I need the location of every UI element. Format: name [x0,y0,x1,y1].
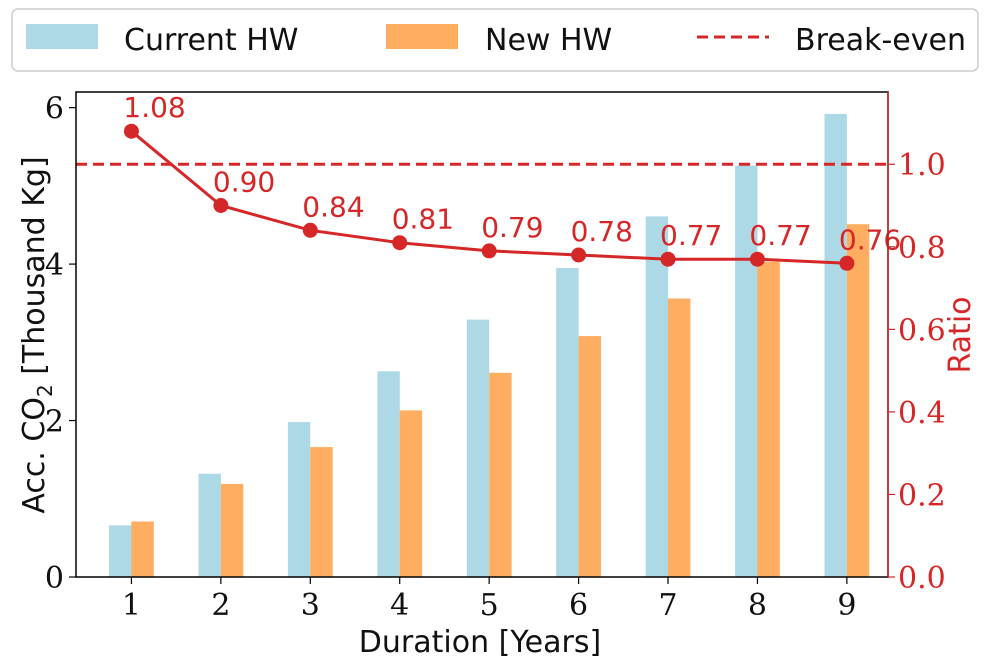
bar-current-hw-2 [198,473,221,577]
bar-new-hw-9 [846,224,870,577]
ratio-data-label-8: 0.77 [749,219,811,252]
y-tick-label-6: 6 [45,92,64,127]
bar-new-hw-4 [399,410,423,577]
bars-layer [109,113,870,578]
ratio-point-7 [660,251,676,267]
bar-current-hw-4 [377,371,400,577]
bar-new-hw-7 [668,298,691,577]
y-axis-label-tail: [Thousand Kg] [17,156,52,384]
y-axis-label-main: Acc. CO [17,397,52,514]
bar-current-hw-9 [824,113,847,578]
ratio-point-8 [749,251,765,267]
ratio-point-5 [481,243,497,259]
ratio-data-label-5: 0.79 [481,211,543,244]
legend-frame [11,8,979,72]
ratio-data-label-3: 0.84 [302,190,364,223]
x-tick-label-6: 6 [569,588,588,623]
bar-current-hw-5 [466,319,490,577]
bar-current-hw-1 [109,525,132,577]
y2-tick-label-0.8: 0.8 [898,231,946,266]
bar-new-hw-1 [131,521,154,577]
legend: Current HW New HW Break-even [11,8,979,72]
x-tick-label-3: 3 [301,588,320,623]
y-axis-label-subscript: 2 [33,384,57,397]
x-tick-label-9: 9 [837,588,856,623]
y-axis-label: Acc. CO2 [Thousand Kg] [17,156,57,513]
bar-new-hw-6 [578,336,601,577]
ratio-point-6 [571,247,587,263]
x-tick-label-7: 7 [658,588,677,623]
x-axis-label: Duration [Years] [359,625,601,660]
y2-tick-label-0.2: 0.2 [898,478,946,513]
ratio-data-label-4: 0.81 [392,203,454,236]
x-tick-label-5: 5 [480,588,499,623]
y-tick-label-0: 0 [45,561,64,596]
ratio-point-3 [302,222,318,238]
bar-new-hw-5 [489,372,512,577]
ratio-point-4 [392,235,408,251]
bar-current-hw-6 [556,268,579,577]
y2-axis-label: Ratio [943,296,978,373]
bar-new-hw-2 [220,483,244,577]
ratio-data-label-9: 0.76 [839,223,901,256]
legend-label-break-even: Break-even [795,23,966,58]
y-tick-label-4: 4 [45,248,64,283]
y2-tick-label-0.6: 0.6 [898,313,946,348]
x-tick-label-4: 4 [390,588,409,623]
ratio-layer: 1.08 0.90 0.84 0.81 0.79 0.78 0.77 0.77 0.76 [123,91,901,271]
legend-swatch-current-hw [26,24,98,49]
ratio-point-2 [213,198,229,213]
legend-label-new-hw: New HW [485,23,612,58]
y2-tick-label-0.0: 0.0 [898,561,946,596]
ratio-point-9 [839,255,855,271]
bar-new-hw-8 [757,261,780,578]
bar-new-hw-3 [310,447,333,577]
x-tick-label-2: 2 [211,588,230,623]
bar-current-hw-8 [735,165,758,577]
y2-tick-label-1.0: 1.0 [898,148,946,183]
ratio-data-label-1: 1.08 [123,91,185,124]
y2-tick-label-0.4: 0.4 [898,396,946,431]
y-tick-label-2: 2 [45,405,64,440]
ratio-data-label-2: 0.90 [213,166,275,199]
bar-current-hw-7 [645,216,669,577]
ratio-point-1 [123,123,139,139]
axes-layer: 1 2 3 4 5 6 7 8 9 0 2 4 6 0.0 0.2 0.4 0.6 0.8 1.0 [45,91,946,623]
x-tick-label-8: 8 [748,588,767,623]
ratio-data-label-6: 0.78 [571,215,633,248]
legend-swatch-new-hw [386,24,458,49]
legend-label-current-hw: Current HW [124,23,298,58]
x-tick-label-1: 1 [122,588,141,623]
bar-current-hw-3 [287,422,311,577]
ratio-data-label-7: 0.77 [660,219,722,252]
